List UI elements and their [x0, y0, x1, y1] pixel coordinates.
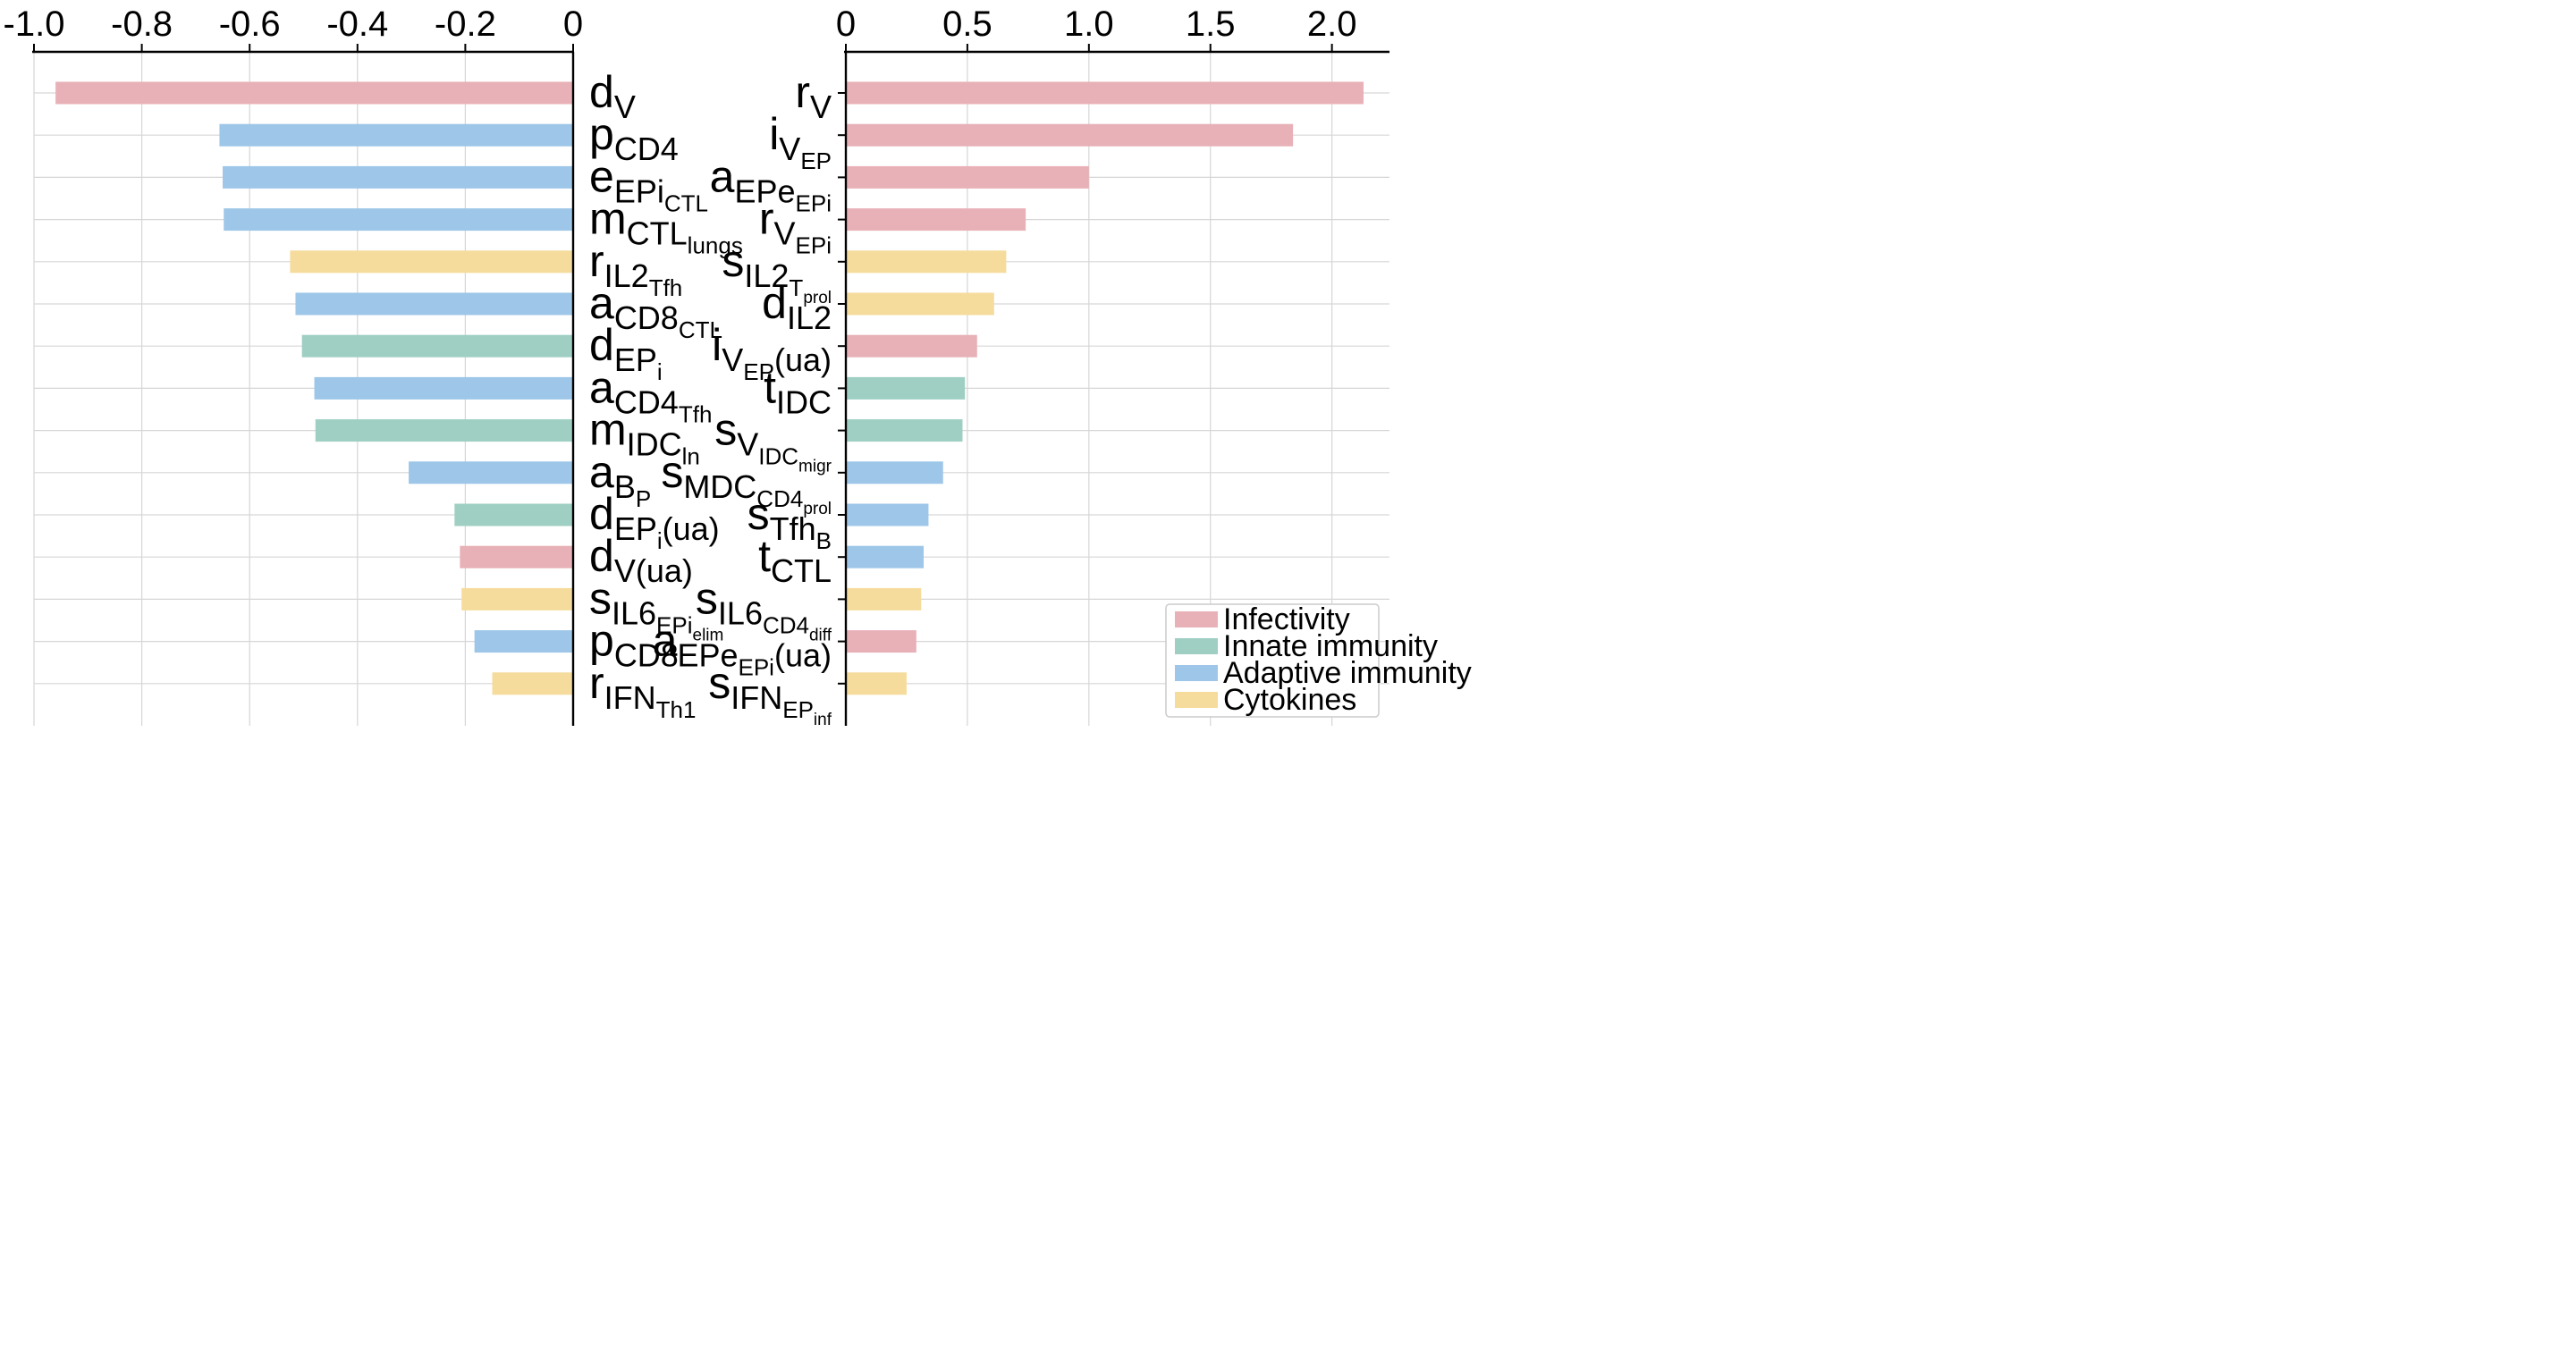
x-tick-label: 0 [563, 4, 583, 44]
param-label-left: dEPi [589, 320, 663, 385]
bar-neg-11 [460, 545, 573, 568]
param-label-right: sTfhB [747, 489, 832, 554]
legend-label-adaptive: Adaptive immunity [1223, 656, 1472, 690]
bar-pos-9 [846, 461, 943, 484]
bar-neg-1 [219, 123, 573, 147]
param-label-left: mIDCln [589, 405, 700, 470]
legend-swatch-infectivity [1175, 611, 1218, 627]
legend-label-innate: Innate immunity [1223, 629, 1438, 663]
legend-swatch-cytokines [1175, 692, 1218, 708]
bar-neg-13 [474, 630, 573, 653]
param-label-right: iVEP(ua) [712, 320, 832, 385]
bar-pos-2 [846, 165, 1089, 189]
bar-pos-7 [846, 376, 966, 400]
bar-pos-1 [846, 123, 1294, 147]
legend-swatch-innate [1175, 638, 1218, 654]
x-tick-label: 1.5 [1186, 4, 1236, 44]
bar-pos-0 [846, 81, 1364, 105]
param-label-left: aCD4Tfh [589, 362, 712, 427]
bar-pos-10 [846, 503, 929, 526]
param-label-left: dV(ua) [589, 531, 693, 589]
param-label-left: mCTLlungs [589, 194, 743, 259]
param-label-left: rIL2Tfh [589, 236, 682, 301]
bar-neg-8 [315, 419, 573, 442]
param-label-left: dEPi(ua) [589, 489, 720, 554]
bar-neg-3 [224, 208, 574, 232]
param-label-right: aEPeEPi [710, 151, 832, 216]
param-label-right: sIFNEPinf [708, 658, 832, 729]
x-tick-label: -0.6 [219, 4, 281, 44]
bar-neg-9 [409, 461, 573, 484]
bar-pos-8 [846, 419, 963, 442]
param-label-right: sIL6CD4diff [696, 573, 832, 644]
param-label-left: pCD4 [589, 109, 679, 167]
param-label-left: rIFNTh1 [589, 658, 696, 723]
bar-neg-5 [295, 292, 573, 316]
bar-pos-12 [846, 587, 922, 610]
bar-pos-11 [846, 545, 924, 568]
x-tick-label: 0.5 [942, 4, 992, 44]
bar-neg-7 [314, 376, 573, 400]
param-label-right: sVIDCmigr [714, 405, 832, 476]
param-label-left: pCD8 [589, 616, 679, 674]
bar-pos-3 [846, 208, 1026, 232]
legend-label-cytokines: Cytokines [1223, 683, 1356, 717]
bar-neg-0 [55, 81, 574, 105]
param-label-right: dIL2 [762, 278, 832, 336]
bar-neg-12 [461, 587, 573, 610]
bar-neg-4 [290, 250, 573, 274]
param-label-right: rV [795, 67, 832, 125]
right-panel: 0 0.5 1.0 1.5 2.0 rViVEPaEPeEPirVEPisIL2Tprol… [653, 4, 1389, 729]
x-tick-label: 2.0 [1307, 4, 1357, 44]
x-tick-label: -0.4 [326, 4, 388, 44]
bar-pos-13 [846, 630, 916, 653]
param-label-right: sMDCCD4prol [661, 447, 832, 518]
param-label-left: aBP [589, 447, 651, 512]
bar-pos-4 [846, 250, 1007, 274]
x-tick-label: 0 [836, 4, 856, 44]
x-tick-label: -1.0 [4, 4, 65, 44]
param-label-right: iVEP [769, 109, 832, 174]
legend-label-infectivity: Infectivity [1223, 602, 1350, 636]
x-tick-label: -0.2 [435, 4, 496, 44]
bar-pos-5 [846, 292, 994, 316]
param-label-left: dV [589, 67, 636, 125]
bar-neg-10 [454, 503, 573, 526]
legend-swatch-adaptive [1175, 665, 1218, 681]
param-label-left: sIL6EPielim [589, 573, 723, 644]
param-label-left: aCD8CTL [589, 278, 722, 343]
x-tick-label: 1.0 [1064, 4, 1114, 44]
bar-neg-2 [223, 165, 574, 189]
param-label-right: tIDC [764, 362, 832, 420]
param-label-right: rVEPi [759, 194, 832, 259]
param-label-right: sIL2Tprol [722, 236, 832, 307]
bar-pos-6 [846, 334, 977, 358]
param-label-right: aEPeEPi(ua) [653, 616, 832, 681]
left-panel: -1.0 -0.8 -0.6 -0.4 -0.2 0dVpCD4eEPiCTLmCTLlu… [4, 4, 743, 726]
param-label-right: tCTL [758, 531, 832, 589]
bar-pos-14 [846, 672, 907, 695]
bar-neg-14 [492, 672, 573, 695]
x-tick-label: -0.8 [111, 4, 173, 44]
param-label-left: eEPiCTL [589, 151, 708, 216]
legend-box [1165, 603, 1380, 718]
bar-neg-6 [301, 334, 573, 358]
